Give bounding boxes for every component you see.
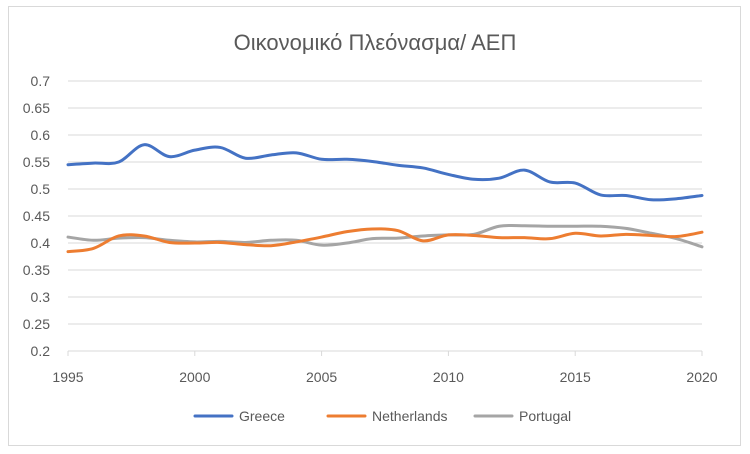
y-tick-label: 0.45 <box>23 208 50 224</box>
axis-layer: 0.7 0.65 0.6 0.55 0.5 0.45 0.4 0.35 0.3 0.25 0.219… <box>23 73 718 385</box>
x-tick-label: 2005 <box>306 369 337 385</box>
series-line-netherlands <box>66 227 704 254</box>
x-tick-label: 2010 <box>433 369 464 385</box>
x-tick-label: 2000 <box>179 369 210 385</box>
series-line-portugal <box>66 223 704 249</box>
y-tick-label: 0.55 <box>23 154 50 170</box>
series-layer <box>66 143 704 254</box>
legend-label-netherlands: Netherlands <box>372 408 448 424</box>
legend: Greece Netherlands Portugal <box>193 408 571 424</box>
grid-layer <box>68 80 702 325</box>
y-tick-label: 0.25 <box>23 316 50 332</box>
legend-label-portugal: Portugal <box>519 408 571 424</box>
x-tick-label: 1995 <box>52 369 83 385</box>
legend-label-greece: Greece <box>239 408 285 424</box>
chart-title: Οικονομικό Πλεόνασμα/ ΑΕΠ <box>234 30 517 55</box>
y-tick-label: 0.2 <box>31 343 51 359</box>
chart-frame <box>8 6 741 446</box>
y-tick-label: 0.65 <box>23 100 50 116</box>
y-tick-label: 0.4 <box>31 235 51 251</box>
y-tick-label: 0.7 <box>31 73 51 89</box>
x-tick-label: 2020 <box>686 369 717 385</box>
series-line-greece <box>66 143 704 202</box>
x-tick-label: 2015 <box>560 369 591 385</box>
y-tick-label: 0.35 <box>23 262 50 278</box>
y-tick-label: 0.6 <box>31 127 51 143</box>
y-tick-label: 0.3 <box>31 289 51 305</box>
y-tick-label: 0.5 <box>31 181 51 197</box>
